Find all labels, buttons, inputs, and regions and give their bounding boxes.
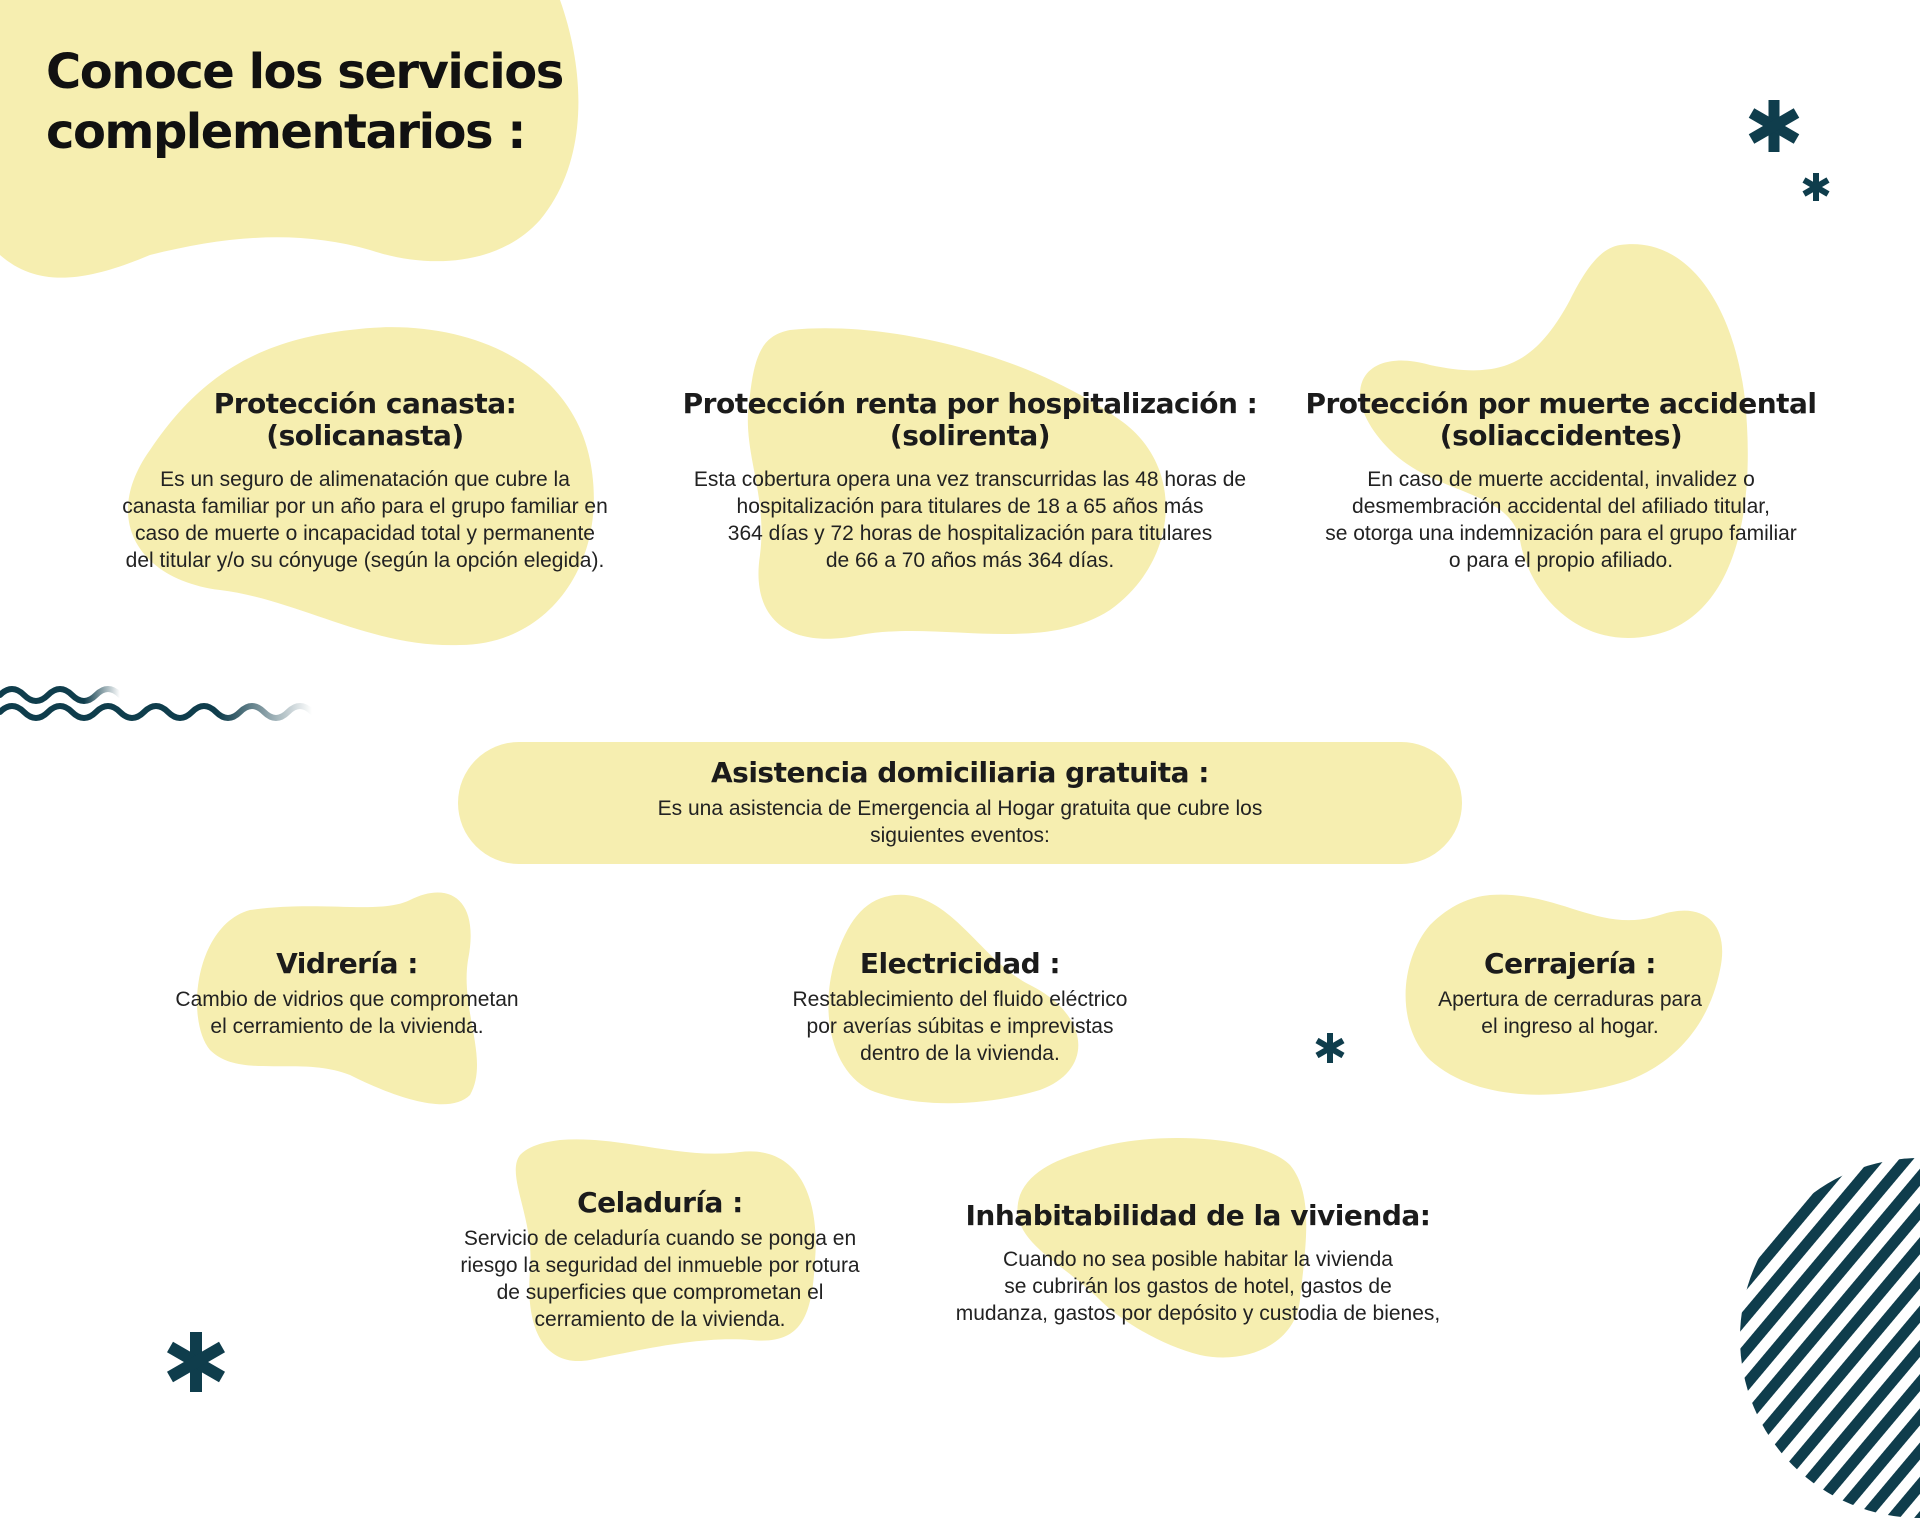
- service-renta: Protección renta por hospitalización : (…: [640, 388, 1300, 574]
- asistencia-heading: Asistencia domiciliaria gratuita :: [560, 757, 1360, 789]
- service-heading: Protección canasta: (solicanasta): [60, 388, 670, 452]
- event-cerrajeria: Cerrajería : Apertura de cerraduras para…: [1380, 948, 1760, 1040]
- description-line: el cerramiento de la vivienda.: [210, 1015, 484, 1038]
- service-description: Esta cobertura opera una vez transcurrid…: [640, 466, 1300, 574]
- vidreria-blob: [197, 892, 478, 1105]
- event-heading-text: Celaduría :: [577, 1186, 743, 1219]
- event-description: Cambio de vidrios que comprometan el cer…: [130, 986, 564, 1040]
- asterisk-icon: [1802, 173, 1830, 201]
- service-muerte-accidental: Protección por muerte accidental (soliac…: [1296, 388, 1826, 574]
- canasta-blob: [127, 327, 594, 646]
- description-line: desmembración accidental del afiliado ti…: [1352, 495, 1770, 518]
- description-line: Servicio de celaduría cuando se ponga en: [463, 1227, 857, 1250]
- event-heading-text: Electricidad :: [859, 947, 1061, 980]
- description-line: del titular y/o su cónyuge (según la opc…: [125, 549, 605, 572]
- description-line: Cambio de vidrios que comprometan: [175, 988, 519, 1011]
- event-heading-text: Vidrería :: [276, 947, 418, 980]
- asterisk-icon: [1315, 1033, 1345, 1063]
- title-blob: [0, 0, 579, 278]
- renta-blob: [747, 328, 1166, 639]
- description-line: hospitalización para titulares de 18 a 6…: [736, 495, 1204, 518]
- wave-decoration: [0, 686, 315, 721]
- description-line: Apertura de cerraduras para: [1438, 988, 1702, 1011]
- description-line: Esta cobertura opera una vez transcurrid…: [693, 468, 1247, 491]
- service-heading-line: (soliaccidentes): [1439, 419, 1683, 452]
- description-line: Es un seguro de alimenatación que cubre …: [160, 468, 570, 491]
- service-heading-line: Protección canasta:: [213, 387, 517, 420]
- event-heading: Electricidad :: [750, 948, 1170, 980]
- service-heading: Protección por muerte accidental (soliac…: [1296, 388, 1826, 452]
- event-description: Servicio de celaduría cuando se ponga en…: [430, 1225, 890, 1333]
- event-heading: Cerrajería :: [1380, 948, 1760, 980]
- service-heading-line: (solicanasta): [266, 419, 464, 452]
- event-heading: Inhabitabilidad de la vivienda:: [900, 1200, 1496, 1232]
- service-heading-line: Protección renta por hospitalización :: [682, 387, 1258, 420]
- description-line: riesgo la seguridad del inmueble por rot…: [460, 1254, 860, 1277]
- event-description: Cuando no sea posible habitar la viviend…: [900, 1246, 1496, 1327]
- event-description: Apertura de cerraduras para el ingreso a…: [1380, 986, 1760, 1040]
- event-heading: Celaduría :: [430, 1187, 890, 1219]
- event-heading-text: Inhabitabilidad de la vivienda:: [965, 1199, 1431, 1232]
- service-heading-line: (solirenta): [889, 419, 1051, 452]
- service-description: Es un seguro de alimenatación que cubre …: [60, 466, 670, 574]
- description-line: cerramiento de la vivienda.: [534, 1308, 786, 1331]
- service-heading-line: Protección por muerte accidental: [1305, 387, 1817, 420]
- asistencia-heading-text: Asistencia domiciliaria gratuita :: [710, 756, 1210, 789]
- description-line: se otorga una indemnización para el grup…: [1325, 522, 1797, 545]
- cerrajeria-blob: [1405, 894, 1723, 1095]
- electricidad-blob: [828, 894, 1079, 1104]
- description-line: dentro de la vivienda.: [860, 1042, 1060, 1065]
- description-line: por averías súbitas e imprevistas: [806, 1015, 1114, 1038]
- inhabitabilidad-blob: [1017, 1138, 1307, 1358]
- page-title-line-1: Conoce los servicios: [46, 44, 564, 100]
- description-line: de superficies que comprometan el: [496, 1281, 824, 1304]
- event-celaduria: Celaduría : Servicio de celaduría cuando…: [430, 1187, 890, 1333]
- asterisk-icon: [167, 1332, 225, 1392]
- description-line: Es una asistencia de Emergencia al Hogar…: [657, 797, 1263, 820]
- description-line: mudanza, gastos por depósito y custodia …: [955, 1302, 1441, 1325]
- description-line: o para el propio afiliado.: [1448, 549, 1674, 572]
- description-line: En caso de muerte accidental, invalidez …: [1367, 468, 1755, 491]
- service-canasta: Protección canasta: (solicanasta) Es un …: [60, 388, 670, 574]
- event-inhabitabilidad: Inhabitabilidad de la vivienda: Cuando n…: [900, 1200, 1496, 1327]
- event-heading-text: Cerrajería :: [1484, 947, 1656, 980]
- event-description: Restablecimiento del fluido eléctrico po…: [750, 986, 1170, 1067]
- description-line: siguientes eventos:: [870, 824, 1050, 847]
- muerte-blob: [1360, 244, 1748, 638]
- description-line: 364 días y 72 horas de hospitalización p…: [727, 522, 1213, 545]
- asistencia-description: Es una asistencia de Emergencia al Hogar…: [560, 795, 1360, 849]
- description-line: Cuando no sea posible habitar la viviend…: [1003, 1248, 1393, 1271]
- description-line: canasta familiar por un año para el grup…: [122, 495, 608, 518]
- description-line: de 66 a 70 años más 364 días.: [825, 549, 1115, 572]
- event-vidreria: Vidrería : Cambio de vidrios que comprom…: [130, 948, 564, 1040]
- description-line: Restablecimiento del fluido eléctrico: [792, 988, 1128, 1011]
- description-line: se cubrirán los gastos de hotel, gastos …: [1004, 1275, 1392, 1298]
- service-heading: Protección renta por hospitalización : (…: [640, 388, 1300, 452]
- asterisk-icon: [1748, 100, 1800, 152]
- celaduria-blob: [515, 1139, 816, 1362]
- description-line: el ingreso al hogar.: [1481, 1015, 1659, 1038]
- page-title-line-2: complementarios :: [46, 104, 526, 160]
- service-description: En caso de muerte accidental, invalidez …: [1296, 466, 1826, 574]
- page-title: Conoce los servicios complementarios :: [46, 42, 606, 162]
- description-line: caso de muerte o incapacidad total y per…: [135, 522, 595, 545]
- asistencia-domiciliaria: Asistencia domiciliaria gratuita : Es un…: [560, 757, 1360, 849]
- asistencia-pill: [458, 742, 1462, 864]
- event-heading: Vidrería :: [130, 948, 564, 980]
- event-electricidad: Electricidad : Restablecimiento del flui…: [750, 948, 1170, 1067]
